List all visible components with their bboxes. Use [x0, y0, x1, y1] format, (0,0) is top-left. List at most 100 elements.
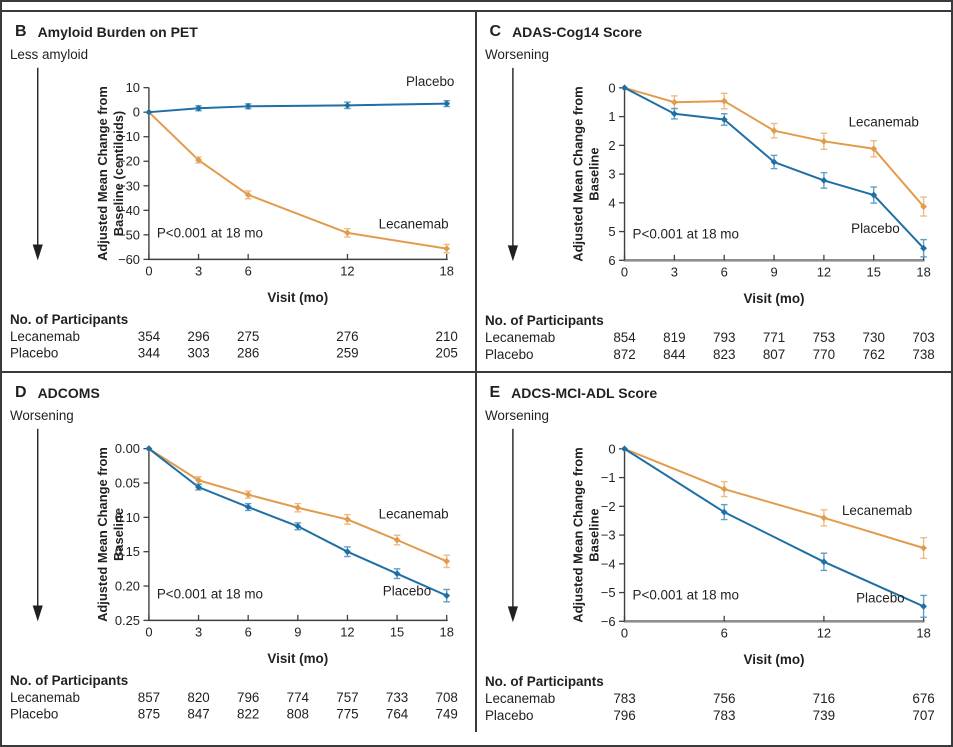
svg-text:15: 15: [866, 264, 880, 279]
lecanemab-marker: [244, 491, 252, 499]
placebo-series-label: Placebo: [856, 591, 905, 606]
participants-row-label: Lecanemab: [10, 329, 80, 344]
svg-text:15: 15: [390, 624, 404, 639]
panel-e-adcs-mci-adl: E ADCS-MCI-ADL Score Worsening Adjusted M…: [477, 373, 952, 732]
svg-text:0.25: 0.25: [115, 613, 140, 628]
lecanemab-marker: [443, 557, 451, 565]
participants-count: 764: [386, 707, 409, 722]
direction-arrow: [32, 67, 43, 261]
participants-count: 738: [912, 347, 934, 362]
svg-text:−2: −2: [600, 499, 615, 514]
participants-count: 739: [812, 708, 834, 723]
participants-count: 730: [862, 330, 884, 345]
participants-count: 210: [436, 329, 458, 344]
pvalue-note: P<0.001 at 18 mo: [632, 587, 738, 602]
chart-adcs-mci-adl: Worsening Adjusted Mean Change from Baseli…: [484, 408, 934, 723]
svg-text:Adjusted Mean Change from: Adjusted Mean Change from: [570, 86, 585, 261]
panel-header: D ADCOMS: [2, 373, 475, 403]
placebo-marker: [195, 104, 202, 112]
axes: 0.00 0.05 0.10 0.15 0.20 0.25 0 3 6 9 12 15 18: [115, 441, 454, 639]
svg-text:Adjusted Mean Change from: Adjusted Mean Change from: [570, 447, 585, 622]
y-axis-label: Adjusted Mean Change from Baseline (centi…: [95, 86, 126, 261]
chart-amyloid-pet: Less amyloid Adjusted Mean Change from Bas…: [10, 47, 458, 361]
participants-count: 857: [138, 690, 160, 705]
lecanemab-marker: [670, 98, 678, 106]
panel-header: E ADCS-MCI-ADL Score: [477, 373, 952, 403]
participants-row-label: Placebo: [484, 708, 533, 723]
panel-title: ADCOMS: [37, 384, 100, 401]
participants-count: 753: [812, 330, 834, 345]
participants-count: 819: [663, 330, 685, 345]
participants-count: 707: [912, 708, 934, 723]
svg-text:10: 10: [126, 80, 140, 95]
participants-count: 296: [187, 329, 209, 344]
panel-grid: B Amyloid Burden on PET Less amyloid Adju…: [2, 12, 951, 732]
series-lecanemab: Lecanemab: [145, 108, 451, 254]
participants-count: 749: [436, 707, 458, 722]
placebo-marker: [620, 84, 628, 92]
svg-text:6: 6: [608, 253, 615, 268]
panel-letter: D: [15, 383, 27, 401]
participants-count: 796: [237, 690, 259, 705]
svg-text:Baseline: Baseline: [586, 147, 601, 200]
participants-row-label: Placebo: [10, 707, 58, 722]
placebo-marker: [443, 100, 451, 107]
svg-text:0: 0: [145, 263, 152, 278]
participants-count: 854: [613, 330, 636, 345]
placebo-marker: [195, 483, 202, 491]
participants-count: 708: [436, 690, 458, 705]
svg-text:0: 0: [620, 264, 627, 279]
svg-text:Baseline: Baseline: [586, 508, 601, 561]
series-placebo: Placebo: [145, 74, 454, 116]
pvalue-note: P<0.001 at 18 mo: [632, 226, 738, 241]
placebo-marker: [620, 445, 628, 453]
participants-count: 783: [713, 708, 735, 723]
placebo-marker: [443, 592, 451, 599]
svg-text:18: 18: [916, 264, 930, 279]
svg-text:4: 4: [608, 195, 615, 210]
y-axis-label: Adjusted Mean Change from Baseline: [570, 447, 601, 622]
lecanemab-marker: [244, 191, 252, 199]
lecanemab-series-label: Lecanemab: [379, 507, 449, 522]
svg-text:−40: −40: [118, 203, 140, 218]
lecanemab-marker: [393, 536, 401, 544]
panel-title: ADAS-Cog14 Score: [512, 23, 642, 40]
panel-title: ADCS-MCI-ADL Score: [511, 384, 658, 401]
participants-count: 676: [912, 691, 934, 706]
lecanemab-marker: [869, 145, 877, 153]
lecanemab-marker: [919, 203, 927, 210]
series-lecanemab: Lecanemab: [620, 84, 927, 217]
lecanemab-marker: [720, 485, 728, 493]
svg-text:−10: −10: [118, 129, 140, 144]
svg-text:9: 9: [294, 624, 301, 639]
participants-header: No. of Participants: [10, 312, 128, 327]
svg-text:−50: −50: [118, 227, 140, 242]
participants-count: 808: [287, 707, 309, 722]
chart-adcoms: Worsening Adjusted Mean Change from Baseli…: [10, 408, 458, 722]
participants-count: 823: [713, 347, 735, 362]
participants-row-label: Placebo: [10, 346, 58, 361]
svg-text:−3: −3: [600, 528, 615, 543]
svg-text:0.00: 0.00: [115, 441, 140, 456]
direction-arrow: [32, 428, 43, 622]
participants-count: 793: [713, 330, 735, 345]
lecanemab-marker: [820, 137, 827, 145]
placebo-marker: [244, 102, 252, 110]
y-axis-label: Adjusted Mean Change from Baseline: [570, 86, 601, 261]
direction-label: Worsening: [484, 47, 548, 62]
series-placebo: Placebo: [620, 84, 927, 258]
svg-text:3: 3: [195, 263, 202, 278]
placebo-line: [148, 102, 447, 114]
lecanemab-series-label: Lecanemab: [848, 115, 918, 130]
placebo-marker: [294, 522, 302, 530]
svg-text:0: 0: [133, 105, 140, 120]
participants-count: 807: [762, 347, 784, 362]
lecanemab-marker: [344, 515, 351, 523]
axes: 0 −1 −2 −3 −4 −5 −6 0 6 12 18: [600, 441, 930, 640]
lecanemab-line: [623, 447, 924, 549]
participants-count: 822: [237, 707, 259, 722]
lecanemab-marker: [919, 544, 927, 552]
lecanemab-series-label: Lecanemab: [841, 503, 911, 518]
x-axis-label: Visit (mo): [743, 291, 804, 306]
participants-count: 757: [336, 690, 358, 705]
